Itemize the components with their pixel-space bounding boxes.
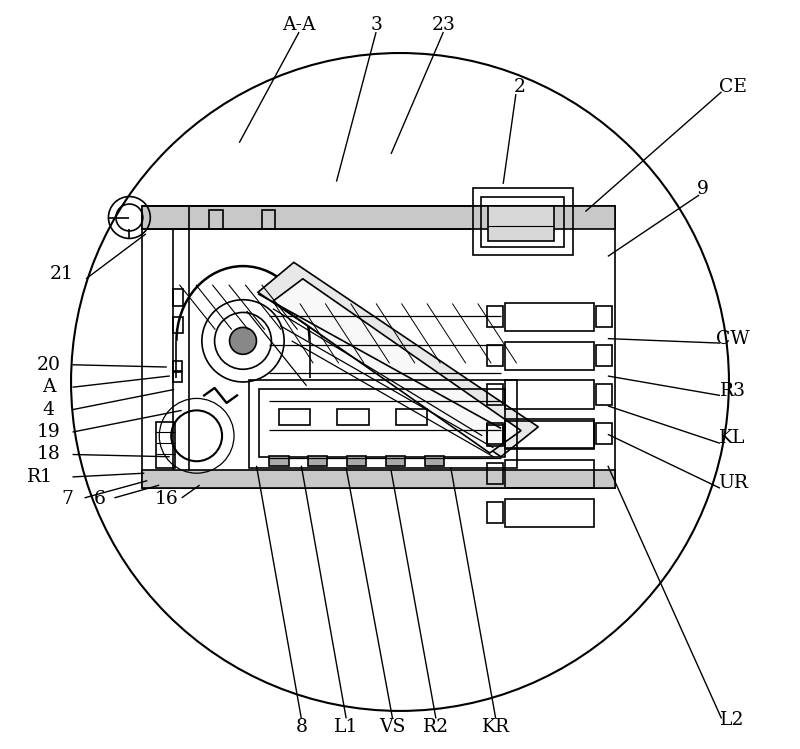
Text: L1: L1 — [334, 718, 358, 736]
Text: 23: 23 — [431, 16, 455, 34]
Bar — [395, 409, 427, 425]
Bar — [505, 419, 594, 448]
Text: 4: 4 — [42, 401, 54, 419]
Bar — [473, 187, 574, 255]
Bar — [173, 317, 183, 333]
Polygon shape — [142, 205, 614, 228]
Bar — [481, 196, 565, 247]
Bar — [210, 210, 223, 228]
Bar — [596, 423, 612, 444]
Text: 8: 8 — [295, 718, 307, 736]
Text: 7: 7 — [62, 491, 74, 509]
Bar — [505, 460, 594, 488]
Text: 9: 9 — [697, 180, 709, 198]
Text: 18: 18 — [37, 446, 61, 464]
Text: 19: 19 — [37, 423, 61, 441]
Text: A: A — [42, 378, 55, 396]
Bar — [596, 345, 612, 366]
Bar — [486, 423, 503, 444]
Bar — [596, 384, 612, 405]
Bar — [386, 456, 406, 466]
Bar — [249, 380, 517, 468]
Bar — [173, 361, 182, 371]
Text: 2: 2 — [514, 78, 526, 96]
Text: 21: 21 — [50, 264, 74, 282]
Bar — [173, 289, 183, 306]
Bar — [262, 210, 275, 228]
Bar — [142, 205, 614, 488]
Bar — [486, 464, 503, 485]
Text: 16: 16 — [155, 491, 178, 509]
Text: R2: R2 — [423, 718, 449, 736]
Text: 3: 3 — [370, 16, 382, 34]
Bar — [425, 456, 444, 466]
Text: CE: CE — [718, 78, 746, 96]
Bar — [486, 503, 503, 524]
Text: L2: L2 — [721, 711, 745, 729]
Bar — [156, 422, 175, 468]
Text: A-A: A-A — [282, 16, 316, 34]
Bar — [486, 425, 503, 446]
Bar — [173, 372, 182, 382]
Bar — [505, 499, 594, 527]
Polygon shape — [142, 470, 614, 488]
Text: R3: R3 — [720, 382, 746, 400]
Bar — [269, 456, 289, 466]
Bar — [505, 380, 594, 409]
Text: 20: 20 — [37, 356, 61, 374]
Polygon shape — [273, 279, 521, 453]
Bar — [486, 384, 503, 405]
Bar — [486, 306, 503, 327]
Bar — [308, 456, 327, 466]
Bar — [488, 205, 554, 241]
Text: UR: UR — [718, 474, 748, 492]
Text: KR: KR — [482, 718, 510, 736]
Bar — [505, 303, 594, 331]
Text: KL: KL — [719, 429, 746, 447]
Bar — [505, 421, 594, 449]
Bar — [279, 409, 310, 425]
Bar — [486, 345, 503, 366]
Bar — [347, 456, 366, 466]
Polygon shape — [258, 262, 538, 457]
Bar — [259, 389, 505, 457]
Bar — [596, 306, 612, 327]
Bar — [505, 342, 594, 370]
Bar — [338, 409, 369, 425]
Text: 6: 6 — [94, 491, 106, 509]
Text: VS: VS — [379, 718, 406, 736]
Text: CW: CW — [716, 330, 750, 348]
Text: R1: R1 — [26, 468, 53, 486]
Circle shape — [230, 327, 257, 354]
